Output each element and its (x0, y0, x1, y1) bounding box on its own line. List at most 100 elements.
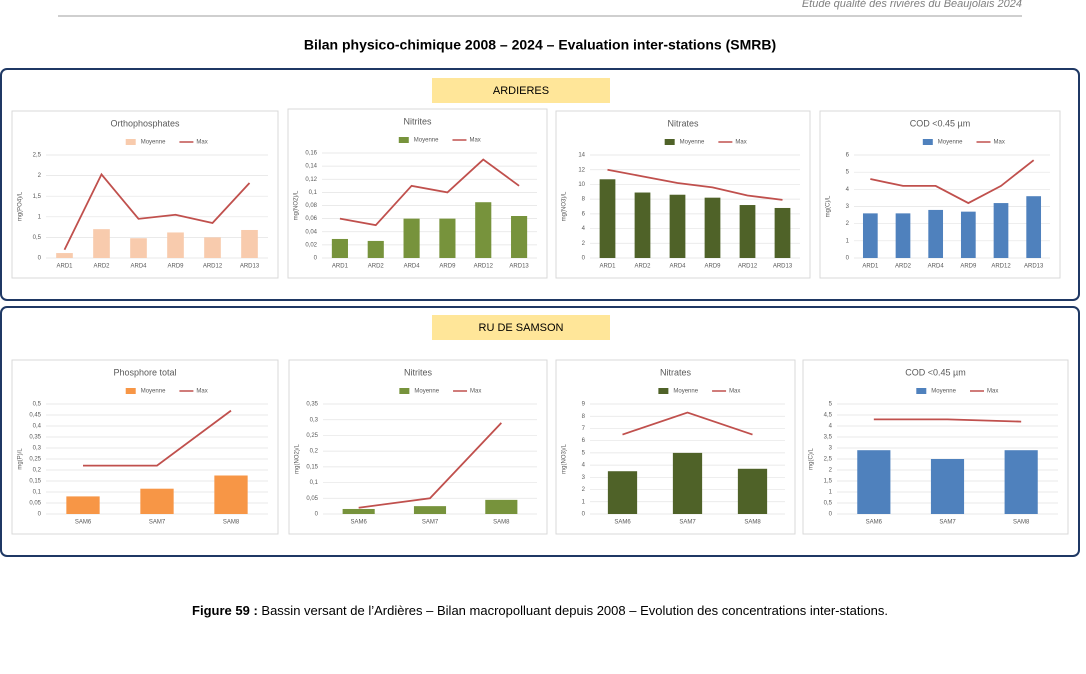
line (622, 411, 753, 436)
y-tick-label: 1 (582, 499, 586, 505)
y-tick-label: 0,35 (29, 435, 41, 441)
y-tick-label: 2,5 (33, 153, 42, 159)
bar (56, 253, 73, 258)
y-tick-label: 8 (582, 414, 586, 420)
x-tick-label: ARD12 (738, 264, 758, 270)
y-tick-label: 0,1 (33, 490, 42, 496)
chart-title: COD <0.45 µm (910, 118, 970, 128)
bar (167, 232, 184, 258)
bar (960, 211, 976, 258)
bar (93, 229, 110, 258)
y-tick-label: 0,02 (305, 242, 317, 248)
bar (669, 194, 686, 258)
section-label-box (432, 315, 610, 340)
figure-caption: Figure 59 : Bassin versant de l’Ardières… (192, 603, 888, 618)
y-tick-label: 4 (846, 187, 850, 193)
y-tick-label: 9 (582, 402, 586, 408)
x-tick-label: SAM6 (75, 520, 92, 526)
y-tick-label: 0,05 (306, 496, 318, 502)
y-tick-label: 1 (829, 490, 833, 496)
y-tick-label: 2 (846, 221, 850, 227)
legend-label: Moyenne (931, 389, 956, 395)
y-tick-label: 3,5 (824, 435, 833, 441)
y-axis-label: mg(NO2)/L (294, 190, 300, 220)
bar (930, 459, 965, 514)
bar (993, 203, 1009, 258)
chart-title: Orthophosphates (110, 118, 180, 128)
x-tick-label: ARD4 (404, 264, 421, 270)
y-tick-label: 0 (38, 256, 42, 262)
x-tick-label: ARD2 (368, 264, 385, 270)
y-tick-label: 0,12 (305, 177, 317, 183)
x-tick-label: SAM7 (939, 520, 956, 526)
bar (1004, 450, 1038, 514)
bar (241, 229, 258, 258)
legend-label: Moyenne (673, 389, 698, 395)
y-axis-label: mg(NO3)/L (562, 444, 568, 474)
line (607, 168, 783, 201)
legend-label: Moyenne (141, 389, 166, 395)
legend-swatch (399, 388, 410, 394)
y-tick-label: 0,35 (306, 402, 318, 408)
y-tick-label: 1 (846, 238, 850, 244)
bar (342, 508, 375, 514)
x-tick-label: ARD2 (895, 264, 912, 270)
x-tick-label: ARD9 (167, 264, 184, 270)
chart-title: Phosphore total (113, 367, 176, 377)
y-tick-label: 6 (582, 438, 586, 444)
x-tick-label: ARD2 (93, 264, 110, 270)
y-tick-label: 0,2 (310, 449, 319, 455)
y-tick-label: 8 (582, 197, 586, 203)
bar (413, 506, 447, 514)
y-tick-label: 1,5 (824, 479, 833, 485)
caption-label: Figure 59 : (192, 603, 258, 618)
caption-text: Bassin versant de l’Ardières – Bilan mac… (258, 603, 888, 618)
y-tick-label: 0,5 (824, 501, 833, 507)
x-tick-label: ARD13 (1024, 264, 1044, 270)
x-tick-label: ARD9 (704, 264, 721, 270)
y-tick-label: 0,45 (29, 413, 41, 419)
y-tick-label: 0 (582, 512, 586, 518)
y-tick-label: 0,2 (33, 468, 42, 474)
y-tick-label: 0,08 (305, 203, 317, 209)
bar (857, 450, 891, 514)
x-tick-label: SAM7 (679, 520, 696, 526)
bar (439, 218, 456, 258)
y-tick-label: 0 (315, 512, 319, 518)
bar (634, 192, 651, 258)
y-tick-label: 0,15 (29, 479, 41, 485)
y-tick-label: 4,5 (824, 413, 833, 419)
line (870, 159, 1035, 205)
y-tick-label: 3 (582, 475, 586, 481)
bar (704, 197, 721, 258)
chart-title: Nitrates (667, 118, 699, 128)
legend-swatch (916, 388, 927, 394)
bar (607, 471, 638, 514)
page-title: Bilan physico-chimique 2008 – 2024 – Eva… (304, 37, 776, 53)
bar (928, 209, 944, 258)
legend-label: Max (735, 140, 746, 146)
y-tick-label: 0,25 (29, 457, 41, 463)
bar (140, 488, 174, 514)
y-tick-label: 2,5 (824, 457, 833, 463)
legend-swatch (664, 139, 675, 145)
bar (1026, 196, 1042, 258)
legend-swatch (398, 137, 409, 143)
y-tick-label: 2 (38, 173, 42, 179)
y-axis-label: mg(C)/L (826, 195, 832, 217)
x-tick-label: ARD12 (203, 264, 223, 270)
x-tick-label: ARD13 (240, 264, 260, 270)
y-tick-label: 4 (582, 463, 586, 469)
y-tick-label: 0,06 (305, 216, 317, 222)
section-label: RU DE SAMSON (479, 322, 564, 334)
legend-swatch (922, 139, 933, 145)
y-tick-label: 0,4 (33, 424, 42, 430)
line (83, 409, 232, 467)
bar (204, 237, 221, 258)
y-axis-label: mg(C)/L (809, 448, 815, 470)
x-tick-label: ARD1 (862, 264, 879, 270)
x-tick-label: ARD1 (332, 264, 349, 270)
y-tick-label: 0,16 (305, 151, 317, 157)
legend-label: Max (196, 389, 207, 395)
y-tick-label: 5 (829, 402, 833, 408)
